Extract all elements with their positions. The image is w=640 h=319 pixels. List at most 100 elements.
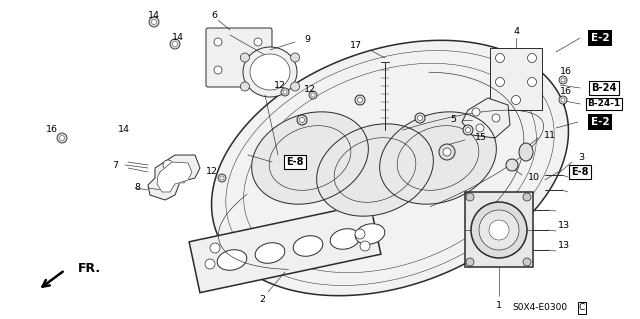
- Circle shape: [60, 136, 65, 140]
- Polygon shape: [157, 162, 192, 192]
- Circle shape: [506, 159, 518, 171]
- Ellipse shape: [250, 54, 290, 90]
- Polygon shape: [380, 112, 497, 204]
- Text: 8: 8: [134, 183, 140, 192]
- Circle shape: [559, 96, 567, 104]
- Circle shape: [358, 98, 362, 102]
- Text: 6: 6: [211, 11, 217, 20]
- Circle shape: [297, 115, 307, 125]
- Circle shape: [300, 117, 305, 122]
- Ellipse shape: [243, 47, 297, 97]
- Text: C: C: [579, 303, 585, 313]
- Circle shape: [283, 90, 287, 94]
- Ellipse shape: [293, 236, 323, 256]
- FancyBboxPatch shape: [206, 28, 272, 87]
- Circle shape: [495, 54, 504, 63]
- Text: 10: 10: [528, 174, 540, 182]
- Text: 12: 12: [206, 167, 218, 176]
- Text: 17: 17: [350, 41, 362, 50]
- Circle shape: [417, 115, 422, 121]
- Circle shape: [311, 93, 315, 97]
- Circle shape: [241, 53, 250, 62]
- Circle shape: [511, 95, 520, 105]
- Text: 12: 12: [304, 85, 316, 93]
- Text: S0X4-E0300: S0X4-E0300: [513, 303, 568, 313]
- Polygon shape: [148, 155, 200, 200]
- Ellipse shape: [355, 224, 385, 244]
- Circle shape: [476, 124, 484, 132]
- Text: 14: 14: [118, 125, 130, 135]
- Ellipse shape: [330, 229, 360, 249]
- Circle shape: [291, 53, 300, 62]
- Circle shape: [149, 17, 159, 27]
- Circle shape: [205, 259, 215, 269]
- Circle shape: [527, 54, 536, 63]
- Circle shape: [439, 144, 455, 160]
- Text: 14: 14: [172, 33, 184, 41]
- Polygon shape: [189, 203, 381, 293]
- Circle shape: [523, 258, 531, 266]
- Text: E-8: E-8: [572, 167, 589, 177]
- Circle shape: [355, 95, 365, 105]
- Text: 12: 12: [274, 81, 286, 91]
- Circle shape: [561, 78, 565, 82]
- Circle shape: [214, 66, 222, 74]
- Circle shape: [492, 114, 500, 122]
- Circle shape: [177, 173, 187, 183]
- Text: B-24-1: B-24-1: [588, 100, 621, 108]
- Text: 2: 2: [259, 295, 265, 305]
- Circle shape: [443, 148, 451, 156]
- Text: E-2: E-2: [591, 117, 609, 127]
- Text: 7: 7: [112, 160, 118, 169]
- Bar: [465, 192, 533, 267]
- Circle shape: [281, 88, 289, 96]
- Text: 13: 13: [558, 241, 570, 249]
- Circle shape: [472, 108, 480, 116]
- Bar: [490, 48, 542, 110]
- Polygon shape: [462, 98, 510, 138]
- Circle shape: [415, 113, 425, 123]
- Circle shape: [254, 38, 262, 46]
- Text: 16: 16: [560, 68, 572, 77]
- Circle shape: [489, 220, 509, 240]
- Circle shape: [360, 241, 370, 251]
- Polygon shape: [212, 40, 568, 296]
- Circle shape: [465, 128, 470, 132]
- Circle shape: [241, 82, 250, 91]
- Circle shape: [214, 38, 222, 46]
- Circle shape: [527, 78, 536, 86]
- Circle shape: [479, 210, 519, 250]
- Circle shape: [495, 78, 504, 86]
- Circle shape: [523, 193, 531, 201]
- Circle shape: [152, 19, 157, 25]
- Circle shape: [466, 258, 474, 266]
- Circle shape: [463, 125, 473, 135]
- Circle shape: [170, 39, 180, 49]
- Text: 16: 16: [46, 125, 58, 135]
- Text: E-2: E-2: [591, 33, 609, 43]
- Circle shape: [291, 82, 300, 91]
- Polygon shape: [252, 112, 369, 204]
- Circle shape: [163, 160, 173, 170]
- Circle shape: [561, 98, 565, 102]
- Text: E-8: E-8: [286, 157, 304, 167]
- Text: B-24: B-24: [591, 83, 617, 93]
- Polygon shape: [317, 124, 433, 216]
- Circle shape: [471, 202, 527, 258]
- Ellipse shape: [519, 143, 533, 161]
- Circle shape: [254, 66, 262, 74]
- Text: 16: 16: [560, 87, 572, 97]
- Circle shape: [355, 229, 365, 239]
- Circle shape: [220, 176, 224, 180]
- Text: 4: 4: [513, 27, 519, 36]
- Circle shape: [218, 174, 226, 182]
- Circle shape: [173, 41, 177, 47]
- Circle shape: [466, 193, 474, 201]
- Text: 1: 1: [496, 300, 502, 309]
- Text: 3: 3: [578, 153, 584, 162]
- Text: FR.: FR.: [78, 262, 101, 275]
- Circle shape: [210, 243, 220, 253]
- Text: 13: 13: [558, 220, 570, 229]
- Circle shape: [57, 133, 67, 143]
- Text: 11: 11: [544, 130, 556, 139]
